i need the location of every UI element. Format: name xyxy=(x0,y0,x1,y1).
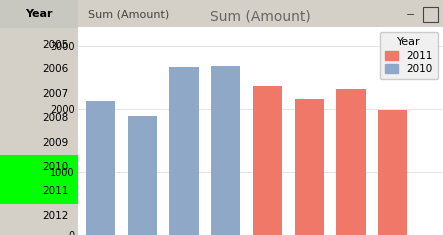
Bar xyxy=(378,110,408,235)
Bar xyxy=(0,179,78,204)
Bar xyxy=(86,101,115,235)
Bar xyxy=(295,99,324,235)
Text: Sum (Amount): Sum (Amount) xyxy=(89,10,170,20)
Bar xyxy=(337,89,366,235)
Text: Year: Year xyxy=(25,9,53,19)
Legend: 2011, 2010: 2011, 2010 xyxy=(380,32,438,79)
Bar xyxy=(211,66,241,235)
Text: 2012: 2012 xyxy=(42,211,68,221)
Text: 2007: 2007 xyxy=(42,89,68,99)
Title: Sum (Amount): Sum (Amount) xyxy=(210,9,311,23)
Text: 2011: 2011 xyxy=(42,186,68,196)
Text: 2006: 2006 xyxy=(42,64,68,74)
Text: −: − xyxy=(405,10,415,20)
Bar xyxy=(128,116,157,235)
Text: 2009: 2009 xyxy=(42,138,68,148)
Bar xyxy=(0,0,78,28)
Bar xyxy=(423,7,438,22)
Text: 2010: 2010 xyxy=(42,162,68,172)
Text: 2005: 2005 xyxy=(42,40,68,50)
Bar xyxy=(253,86,282,235)
Text: 2008: 2008 xyxy=(42,113,68,123)
Bar xyxy=(0,155,78,179)
Bar xyxy=(169,67,198,235)
